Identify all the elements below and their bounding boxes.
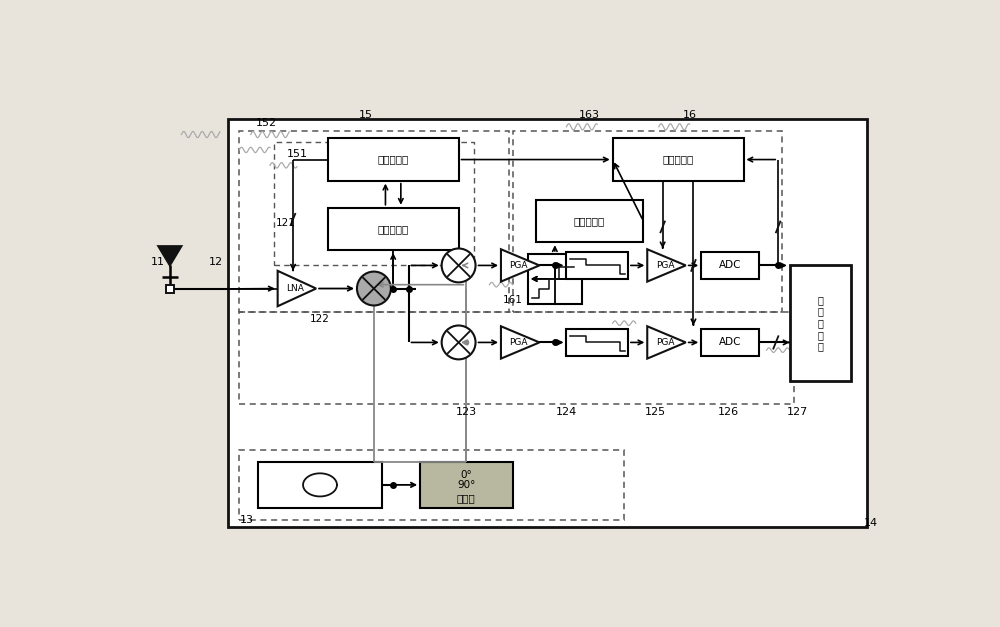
Text: 射频检测器: 射频检测器 — [378, 224, 409, 234]
FancyBboxPatch shape — [228, 119, 867, 527]
Circle shape — [357, 271, 391, 305]
Text: 15: 15 — [359, 110, 373, 120]
FancyBboxPatch shape — [790, 265, 851, 381]
FancyBboxPatch shape — [420, 461, 512, 508]
Text: 分频器: 分频器 — [457, 493, 476, 503]
Text: ADC: ADC — [719, 337, 741, 347]
Text: PGA: PGA — [656, 261, 674, 270]
Text: 121: 121 — [275, 218, 295, 228]
Text: LNA: LNA — [286, 284, 304, 293]
FancyBboxPatch shape — [528, 254, 582, 304]
FancyBboxPatch shape — [258, 461, 382, 508]
Text: 124: 124 — [556, 407, 577, 417]
Text: 14: 14 — [863, 519, 878, 529]
Polygon shape — [501, 250, 539, 282]
Polygon shape — [278, 271, 316, 306]
Text: 0°: 0° — [460, 470, 472, 480]
Text: 16: 16 — [683, 110, 697, 120]
Text: 163: 163 — [579, 110, 600, 120]
Text: 151: 151 — [286, 149, 307, 159]
FancyBboxPatch shape — [328, 208, 459, 250]
FancyBboxPatch shape — [566, 251, 628, 279]
Text: ADC: ADC — [719, 260, 741, 270]
Text: 122: 122 — [310, 314, 330, 324]
FancyBboxPatch shape — [701, 251, 759, 279]
Text: 基
带
处
理
器: 基 带 处 理 器 — [818, 295, 823, 351]
Polygon shape — [501, 326, 539, 359]
Polygon shape — [647, 250, 686, 282]
FancyBboxPatch shape — [536, 200, 643, 242]
Text: 13: 13 — [240, 515, 254, 525]
Text: 125: 125 — [644, 407, 666, 417]
Text: 90°: 90° — [457, 480, 475, 490]
FancyBboxPatch shape — [613, 139, 744, 181]
FancyBboxPatch shape — [566, 329, 628, 356]
Text: 127: 127 — [787, 407, 808, 417]
Text: 中频控制器: 中频控制器 — [662, 154, 694, 164]
Text: 中频检测器: 中频检测器 — [574, 216, 605, 226]
Text: PGA: PGA — [509, 338, 528, 347]
Circle shape — [442, 325, 476, 359]
Text: 11: 11 — [151, 256, 165, 266]
Text: PGA: PGA — [656, 338, 674, 347]
Text: 射频控制器: 射频控制器 — [378, 154, 409, 164]
Text: 126: 126 — [718, 407, 739, 417]
Text: 12: 12 — [209, 256, 223, 266]
Text: PGA: PGA — [509, 261, 528, 270]
Polygon shape — [158, 246, 181, 265]
Bar — [166, 285, 174, 293]
Text: 123: 123 — [456, 407, 477, 417]
Text: 161: 161 — [503, 295, 522, 305]
FancyBboxPatch shape — [701, 329, 759, 356]
Text: 152: 152 — [256, 118, 277, 128]
Circle shape — [442, 248, 476, 282]
Polygon shape — [647, 326, 686, 359]
FancyBboxPatch shape — [328, 139, 459, 181]
